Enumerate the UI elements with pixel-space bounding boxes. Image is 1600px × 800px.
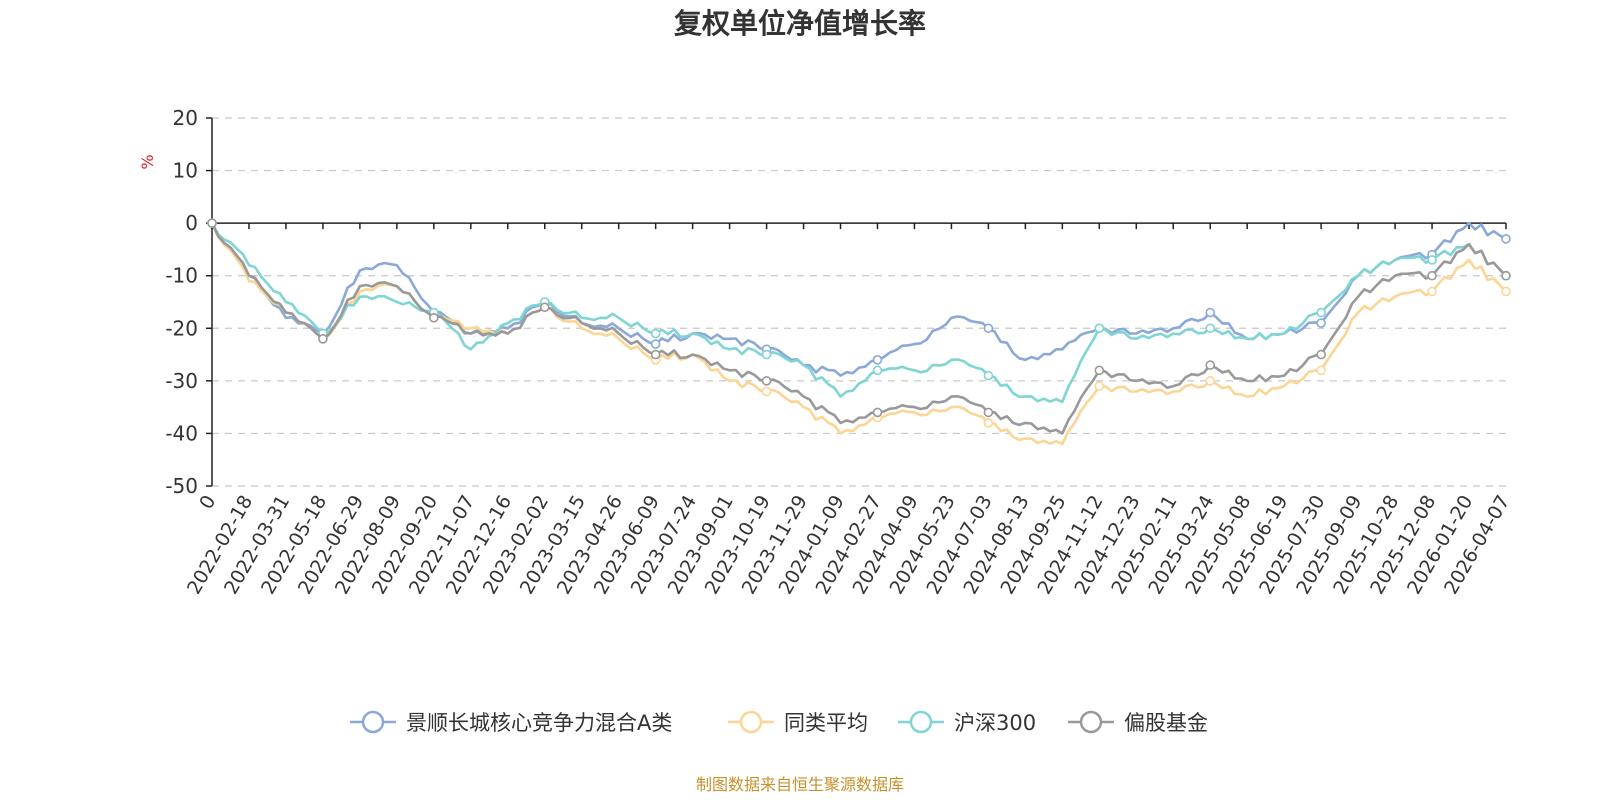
data-point-s2-27 (1205, 323, 1216, 334)
y-tick-label-7: -50 (165, 474, 198, 498)
data-point-s3-27 (1205, 360, 1216, 370)
y-axis-unit: % (138, 154, 157, 169)
data-point-s1-27 (1205, 376, 1216, 386)
data-point-s2-15 (761, 349, 772, 360)
legend-circle-icon (1079, 710, 1103, 734)
series-line-3 (210, 222, 1507, 435)
legend-circle-icon (739, 710, 763, 734)
data-point-s3-0 (207, 218, 217, 228)
data-point-s3-12 (650, 349, 661, 360)
data-point-s3-33 (1427, 270, 1437, 281)
y-tick-label-1: 10 (173, 159, 198, 183)
legend-item-1[interactable]: 同类平均 (728, 710, 868, 735)
data-point-s3-35 (1501, 270, 1511, 281)
series-line-2 (210, 222, 1507, 404)
legend-label-1: 同类平均 (784, 711, 868, 735)
data-point-s2-30 (1316, 307, 1326, 318)
series-line-0 (210, 221, 1507, 377)
data-point-s3-18 (872, 407, 883, 418)
y-tick-label-3: -10 (165, 264, 198, 288)
data-point-s0-30 (1316, 318, 1326, 328)
y-tick-label-6: -40 (165, 421, 198, 445)
data-point-s3-9 (539, 302, 550, 313)
y-tick-label-0: 20 (173, 106, 198, 130)
legend-label-3: 偏股基金 (1124, 711, 1208, 735)
axes (211, 118, 1506, 486)
legend-item-3[interactable]: 偏股基金 (1068, 710, 1208, 735)
series-lines (207, 218, 1511, 446)
legend-circle-icon (361, 710, 385, 734)
data-point-s0-35 (1501, 234, 1511, 244)
data-point-s2-33 (1427, 255, 1437, 265)
legend-item-0[interactable]: 景顺长城核心竞争力混合A类 (350, 710, 672, 735)
data-point-s0-21 (983, 323, 994, 334)
legend-item-2[interactable]: 沪深300 (898, 710, 1036, 735)
data-point-s0-18 (872, 355, 883, 365)
data-point-s2-24 (1094, 323, 1105, 334)
data-point-s1-15 (761, 386, 772, 397)
data-point-s0-27 (1205, 307, 1216, 318)
data-point-s3-21 (983, 407, 994, 418)
legend-label-2: 沪深300 (954, 711, 1036, 735)
data-point-s0-12 (650, 339, 661, 349)
y-tick-label-2: 0 (185, 211, 198, 235)
data-point-s3-30 (1316, 349, 1326, 360)
data-point-s1-35 (1501, 286, 1511, 297)
data-point-s1-24 (1094, 381, 1105, 391)
y-axis-ticks: 20 10 0 -10 -20 -30 -40 -50 (165, 106, 212, 498)
data-point-s3-6 (429, 312, 439, 323)
chart-title: 复权单位净值增长率 (674, 7, 926, 40)
legend[interactable]: 景顺长城核心竞争力混合A类 同类平均 沪深300 偏股基金 (350, 710, 1208, 735)
data-point-s1-33 (1427, 286, 1437, 297)
legend-circle-icon (909, 710, 933, 734)
data-point-s2-21 (983, 370, 994, 381)
data-source-note: 制图数据来自恒生聚源数据库 (696, 775, 904, 794)
data-point-s2-12 (650, 328, 661, 339)
data-point-s2-18 (872, 365, 883, 376)
legend-label-0: 景顺长城核心竞争力混合A类 (406, 711, 672, 735)
data-point-s1-21 (983, 418, 994, 428)
x-tick-label-0: 0 (195, 492, 220, 513)
x-axis-ticks: 02022-02-182022-03-312022-05-182022-06-2… (183, 223, 1514, 598)
y-tick-label-4: -20 (165, 316, 198, 340)
y-tick-label-5: -30 (165, 369, 198, 393)
data-point-s3-15 (761, 376, 772, 386)
data-point-s1-30 (1316, 365, 1326, 376)
data-point-s3-3 (318, 333, 328, 344)
data-point-s3-24 (1094, 365, 1105, 376)
series-line-1 (210, 222, 1507, 446)
